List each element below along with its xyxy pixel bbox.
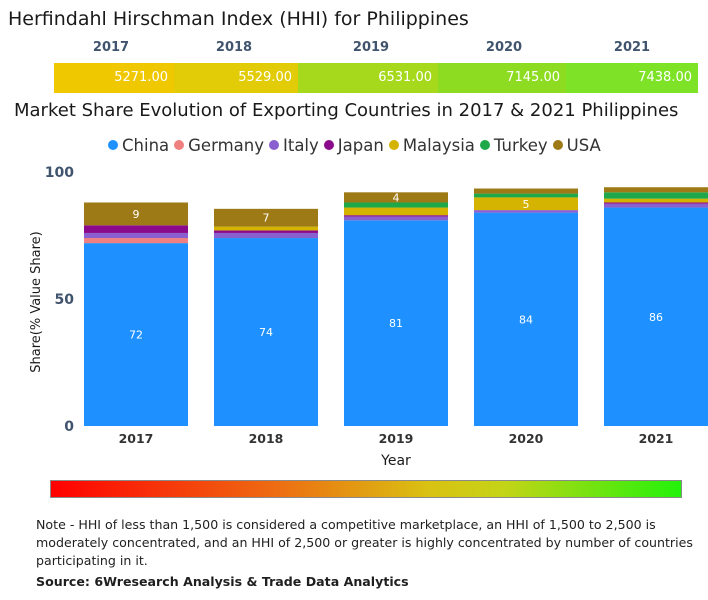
bar-segment-china [344,220,448,426]
legend-swatch-turkey [479,140,490,150]
bar-segment-italy [344,216,448,221]
x-tick-label: 2019 [379,431,414,446]
bar-segment-usa [344,192,448,203]
chart-title: Market Share Evolution of Exporting Coun… [14,100,679,121]
bar-segment-malaysia [604,198,708,203]
bar-segment-malaysia [214,226,318,231]
bar-segment-japan [344,215,448,217]
bar-segment-turkey [344,202,448,208]
legend-label: Malaysia [402,135,475,155]
legend-label: USA [566,135,601,155]
bar-data-label: 81 [389,317,403,330]
legend-swatch-germany [174,140,185,150]
bar-segment-china [474,212,578,426]
y-tick-label: 0 [64,419,74,435]
chart-legend: China Germany Italy Japan Malaysia Turke… [108,134,606,156]
bar-segment-italy [214,232,318,239]
bar-segment-italy [474,210,578,213]
bar-data-label: 7 [263,212,270,225]
bar-data-label: 74 [259,326,273,339]
note-text: Note - HHI of less than 1,500 is conside… [36,517,693,568]
bar-segment-japan [84,225,188,233]
hhi-year-label: 2020 [485,40,523,55]
legend-swatch-usa [552,140,563,150]
source-text: Source: 6Wresearch Analysis & Trade Data… [36,574,409,589]
y-tick-label: 100 [45,165,74,181]
bar-data-label: 72 [129,329,143,342]
bar-segment-italy [604,203,708,208]
legend-item-china: China [108,136,169,155]
bar-segment-malaysia [344,207,448,216]
legend-item-usa: USA [552,135,601,155]
x-tick-label: 2020 [509,431,544,446]
bar-segment-usa [604,187,708,193]
legend-item-italy: Italy [268,135,319,155]
x-tick-label: 2017 [119,431,154,446]
bar-data-label: 84 [519,313,533,326]
hhi-year-label: 2021 [613,40,651,55]
hhi-year-label: 2019 [352,40,390,55]
bar-segment-italy [84,232,188,239]
x-tick-label: 2021 [639,431,674,446]
legend-swatch-china [108,140,118,150]
legend-item-turkey: Turkey [479,135,548,155]
hhi-year-label: 2017 [92,40,130,55]
y-axis-title: Share(% Value Share) [29,231,44,373]
bar-segment-china [214,238,318,426]
legend-label: China [122,135,170,155]
hhi-title: Herfindahl Hirschman Index (HHI) for Phi… [8,8,469,30]
stacked-bar-chart: 0 50 100 72 9 2017 74 7 2018 81 4 2019 84 5 2020 86 2021… [29,165,708,469]
bar-data-label: 4 [393,191,400,204]
bar-data-label: 9 [133,208,140,221]
legend-item-germany: Germany [174,136,264,155]
bar-segment-japan [214,230,318,233]
y-tick-label: 50 [55,292,75,308]
legend-swatch-italy [268,140,279,150]
bar-segment-china [604,207,708,426]
x-tick-label: 2018 [249,431,284,446]
bar-data-label: 5 [523,198,530,211]
legend-label: Japan [337,135,384,155]
hhi-value-cell: 7145.00 [438,63,566,93]
hhi-value-cell: 5529.00 [174,63,298,93]
legend-swatch-japan [323,140,334,150]
x-axis-title: Year [380,453,411,469]
hhi-year-labels: 2017 2018 2019 2020 2021 [54,40,698,56]
bar-segment-usa [214,208,318,227]
hhi-value-cell: 7438.00 [566,63,698,93]
bar-segment-usa [474,188,578,194]
bar-segment-turkey [474,193,578,198]
bar-segment-china [84,243,188,426]
legend-item-japan: Japan [323,135,384,155]
legend-label: Turkey [493,135,548,155]
hhi-value-band: 5271.00 5529.00 6531.00 7145.00 7438.00 [54,63,698,93]
bar-segment-germany [84,238,188,244]
hhi-value-cell: 6531.00 [298,63,438,93]
hhi-year-label: 2018 [215,40,253,55]
legend-swatch-malaysia [388,140,399,150]
bar-data-label: 86 [649,311,663,324]
bar-segment-usa [84,202,188,226]
bar-segment-japan [604,202,708,204]
bar-segment-turkey [604,192,708,199]
legend-label: Germany [188,135,264,155]
hhi-value-cell: 5271.00 [54,63,174,93]
legend-label: Italy [282,135,319,155]
hhi-gradient-scale [50,480,682,498]
legend-item-malaysia: Malaysia [388,135,475,155]
bar-segment-malaysia [474,197,578,211]
